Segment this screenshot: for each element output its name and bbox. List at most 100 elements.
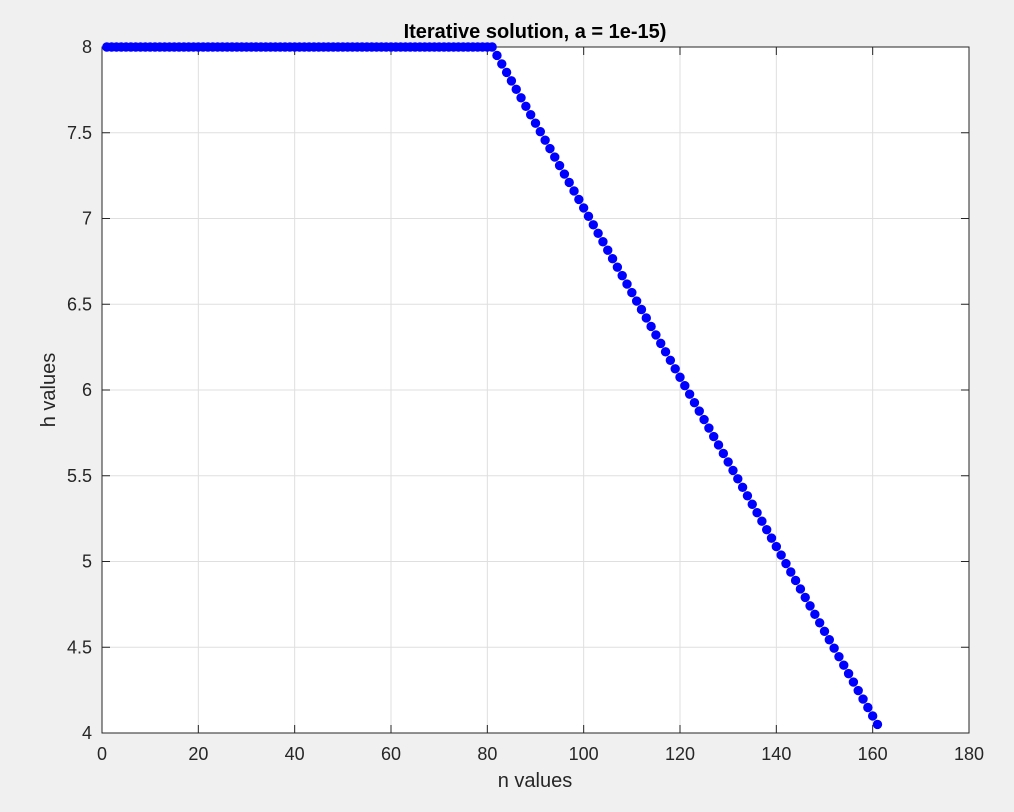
data-point: [617, 270, 627, 281]
x-tick-label: 20: [188, 744, 208, 764]
data-point: [675, 372, 685, 382]
data-point: [733, 474, 743, 484]
data-point: [805, 601, 815, 611]
data-point: [689, 397, 700, 408]
data-point: [530, 118, 541, 128]
data-point: [704, 423, 714, 433]
y-tick-label: 4: [82, 723, 92, 743]
y-axis-label: h values: [38, 353, 60, 428]
y-tick-label: 5.5: [67, 466, 92, 486]
data-point: [583, 211, 594, 222]
grid-lines: [102, 47, 969, 733]
data-point: [656, 338, 666, 349]
data-point: [709, 431, 719, 442]
data-point: [684, 389, 695, 399]
y-tick-label: 6.5: [67, 294, 92, 314]
data-point: [747, 499, 757, 509]
data-point: [550, 152, 560, 162]
x-tick-label: 100: [569, 744, 599, 764]
data-point: [593, 228, 603, 238]
data-point: [728, 465, 738, 476]
data-point: [776, 550, 786, 560]
data-point: [641, 313, 651, 323]
data-point: [848, 677, 859, 687]
x-tick-label: 0: [97, 744, 107, 764]
data-point: [824, 635, 835, 645]
data-point: [511, 84, 521, 95]
data-point: [872, 719, 883, 730]
data-points: [102, 42, 883, 730]
data-point: [680, 381, 690, 391]
x-tick-label: 40: [285, 744, 305, 764]
data-point: [757, 516, 767, 526]
data-point: [694, 406, 704, 416]
data-point: [839, 660, 849, 670]
y-tick-labels: 4 4.5 5 5.5 6 6.5 7 7.5 8: [67, 37, 92, 743]
x-tick-label: 180: [954, 744, 984, 764]
data-point: [554, 160, 565, 171]
data-point: [627, 287, 637, 298]
data-point: [660, 347, 671, 357]
x-tick-label: 60: [381, 744, 401, 764]
data-point: [834, 651, 844, 662]
x-tick-label: 120: [665, 744, 695, 764]
data-point: [607, 253, 618, 264]
y-tick-label: 4.5: [67, 637, 92, 657]
data-point: [843, 668, 854, 679]
data-point: [622, 279, 632, 289]
data-point: [559, 169, 570, 179]
data-point: [603, 245, 613, 255]
data-point: [814, 618, 825, 628]
x-tick-labels: 0 20 40 60 80 100 120 140 160 180: [97, 744, 984, 764]
data-point: [516, 93, 526, 103]
data-point: [819, 626, 830, 636]
data-point: [631, 296, 642, 306]
data-point: [578, 203, 589, 213]
data-point: [487, 42, 497, 52]
data-point: [535, 126, 546, 137]
data-point: [588, 220, 599, 230]
data-point: [636, 304, 647, 315]
data-point: [646, 321, 656, 332]
data-point: [771, 541, 782, 552]
data-point: [795, 584, 806, 594]
data-point: [752, 508, 762, 518]
data-point: [713, 440, 724, 450]
data-point: [574, 194, 584, 205]
data-point: [810, 609, 820, 620]
data-point: [786, 567, 796, 577]
data-point: [569, 186, 579, 196]
x-tick-label: 160: [858, 744, 888, 764]
data-point: [867, 711, 878, 721]
data-point: [521, 101, 531, 111]
data-point: [790, 575, 801, 586]
data-point: [766, 533, 777, 543]
data-point: [651, 330, 661, 340]
data-point: [723, 457, 733, 467]
x-tick-label: 80: [477, 744, 497, 764]
data-point: [598, 237, 608, 247]
data-point: [742, 491, 753, 501]
x-tick-label: 140: [761, 744, 791, 764]
data-point: [525, 110, 536, 120]
data-point: [718, 448, 729, 459]
data-point: [670, 364, 680, 374]
y-tick-label: 8: [82, 37, 92, 57]
data-point: [506, 76, 517, 86]
x-axis-label: n values: [498, 770, 573, 792]
data-point: [800, 592, 810, 603]
data-point: [540, 135, 550, 145]
data-point: [497, 59, 507, 69]
data-point: [863, 702, 873, 713]
data-point: [612, 262, 623, 272]
data-point: [665, 355, 676, 366]
data-point: [564, 177, 574, 188]
data-point: [737, 482, 748, 493]
data-point: [781, 558, 791, 569]
data-point: [829, 643, 839, 653]
chart-title: Iterative solution, a = 1e-15): [404, 21, 667, 43]
data-point: [762, 524, 772, 535]
data-point: [699, 414, 709, 425]
